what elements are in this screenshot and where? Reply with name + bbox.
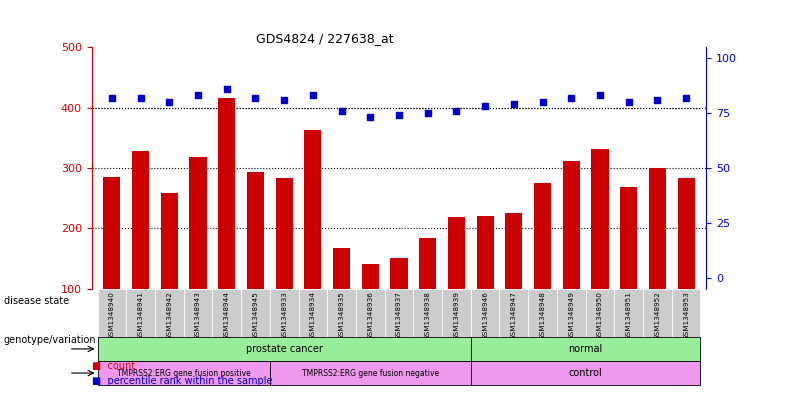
Title: GDS4824 / 227638_at: GDS4824 / 227638_at bbox=[256, 31, 394, 44]
FancyBboxPatch shape bbox=[126, 288, 155, 337]
Text: disease state: disease state bbox=[4, 296, 69, 306]
Point bbox=[450, 108, 463, 114]
Text: GSM1348948: GSM1348948 bbox=[539, 291, 546, 340]
Point bbox=[508, 101, 520, 107]
Text: GSM1348944: GSM1348944 bbox=[223, 291, 230, 340]
FancyBboxPatch shape bbox=[356, 288, 385, 337]
Bar bbox=[476, 216, 494, 288]
Point bbox=[105, 94, 118, 101]
Point bbox=[364, 114, 377, 121]
Point bbox=[565, 94, 578, 101]
Text: GSM1348953: GSM1348953 bbox=[683, 291, 689, 340]
Bar bbox=[505, 213, 523, 288]
Text: GSM1348941: GSM1348941 bbox=[137, 291, 144, 340]
FancyBboxPatch shape bbox=[471, 361, 701, 385]
Point bbox=[622, 99, 635, 105]
Bar bbox=[132, 151, 149, 288]
FancyBboxPatch shape bbox=[298, 288, 327, 337]
Text: GSM1348940: GSM1348940 bbox=[109, 291, 115, 340]
Bar bbox=[247, 172, 264, 288]
FancyBboxPatch shape bbox=[327, 288, 356, 337]
Text: normal: normal bbox=[568, 344, 602, 354]
Text: GSM1348935: GSM1348935 bbox=[338, 291, 345, 340]
Bar bbox=[361, 264, 379, 288]
Bar bbox=[160, 193, 178, 288]
Bar bbox=[620, 187, 638, 288]
Bar bbox=[103, 177, 120, 288]
FancyBboxPatch shape bbox=[270, 361, 471, 385]
Text: GSM1348950: GSM1348950 bbox=[597, 291, 603, 340]
FancyBboxPatch shape bbox=[500, 288, 528, 337]
Bar bbox=[218, 99, 235, 288]
Point bbox=[306, 92, 319, 99]
Text: GSM1348947: GSM1348947 bbox=[511, 291, 517, 340]
Bar bbox=[448, 217, 465, 288]
Bar bbox=[304, 130, 322, 288]
Text: GSM1348943: GSM1348943 bbox=[195, 291, 201, 340]
FancyBboxPatch shape bbox=[212, 288, 241, 337]
FancyBboxPatch shape bbox=[557, 288, 586, 337]
Point bbox=[335, 108, 348, 114]
Point bbox=[479, 103, 492, 110]
FancyBboxPatch shape bbox=[385, 288, 413, 337]
Text: genotype/variation: genotype/variation bbox=[4, 335, 97, 345]
Text: ■  percentile rank within the sample: ■ percentile rank within the sample bbox=[92, 376, 272, 386]
Point bbox=[680, 94, 693, 101]
FancyBboxPatch shape bbox=[184, 288, 212, 337]
FancyBboxPatch shape bbox=[471, 288, 500, 337]
FancyBboxPatch shape bbox=[270, 288, 298, 337]
Text: GSM1348938: GSM1348938 bbox=[425, 291, 431, 340]
Point bbox=[220, 86, 233, 92]
Text: GSM1348936: GSM1348936 bbox=[367, 291, 373, 340]
Point bbox=[163, 99, 176, 105]
Text: GSM1348946: GSM1348946 bbox=[482, 291, 488, 340]
Text: GSM1348942: GSM1348942 bbox=[166, 291, 172, 340]
Bar bbox=[649, 168, 666, 288]
Point bbox=[536, 99, 549, 105]
FancyBboxPatch shape bbox=[97, 361, 270, 385]
Bar bbox=[333, 248, 350, 288]
Point bbox=[192, 92, 204, 99]
FancyBboxPatch shape bbox=[643, 288, 672, 337]
Text: TMPRSS2:ERG gene fusion positive: TMPRSS2:ERG gene fusion positive bbox=[117, 369, 251, 378]
Point bbox=[421, 110, 434, 116]
Point bbox=[249, 94, 262, 101]
Text: GSM1348934: GSM1348934 bbox=[310, 291, 316, 340]
Text: ■  count: ■ count bbox=[92, 362, 135, 371]
FancyBboxPatch shape bbox=[413, 288, 442, 337]
Bar bbox=[678, 178, 695, 288]
Point bbox=[278, 97, 290, 103]
FancyBboxPatch shape bbox=[528, 288, 557, 337]
FancyBboxPatch shape bbox=[97, 337, 471, 361]
Bar bbox=[189, 157, 207, 288]
Bar bbox=[591, 149, 609, 288]
Text: GSM1348952: GSM1348952 bbox=[654, 291, 661, 340]
Bar bbox=[390, 259, 408, 288]
Point bbox=[134, 94, 147, 101]
Text: GSM1348945: GSM1348945 bbox=[252, 291, 259, 340]
Text: prostate cancer: prostate cancer bbox=[246, 344, 322, 354]
Text: control: control bbox=[569, 368, 602, 378]
FancyBboxPatch shape bbox=[672, 288, 701, 337]
Text: GSM1348933: GSM1348933 bbox=[281, 291, 287, 340]
FancyBboxPatch shape bbox=[614, 288, 643, 337]
Point bbox=[651, 97, 664, 103]
FancyBboxPatch shape bbox=[97, 288, 126, 337]
FancyBboxPatch shape bbox=[241, 288, 270, 337]
FancyBboxPatch shape bbox=[155, 288, 184, 337]
Point bbox=[393, 112, 405, 118]
Text: GSM1348939: GSM1348939 bbox=[453, 291, 460, 340]
Text: GSM1348937: GSM1348937 bbox=[396, 291, 402, 340]
Bar bbox=[275, 178, 293, 288]
FancyBboxPatch shape bbox=[586, 288, 614, 337]
Text: TMPRSS2:ERG gene fusion negative: TMPRSS2:ERG gene fusion negative bbox=[302, 369, 439, 378]
Text: GSM1348951: GSM1348951 bbox=[626, 291, 632, 340]
Point bbox=[594, 92, 606, 99]
FancyBboxPatch shape bbox=[442, 288, 471, 337]
Text: GSM1348949: GSM1348949 bbox=[568, 291, 575, 340]
Bar bbox=[534, 183, 551, 288]
FancyBboxPatch shape bbox=[471, 337, 701, 361]
Bar bbox=[563, 161, 580, 288]
Bar bbox=[419, 239, 437, 288]
